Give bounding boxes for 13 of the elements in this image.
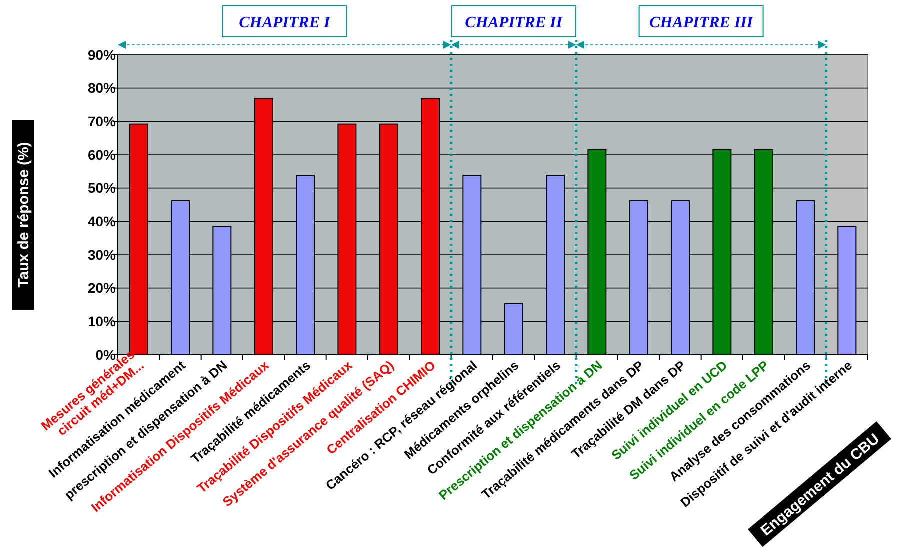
band-label: CHAPITRE I <box>239 14 332 32</box>
y-tick-label: 80% <box>88 80 117 96</box>
y-tick-label: 50% <box>88 180 117 196</box>
y-tick-label: 70% <box>88 114 117 130</box>
y-tick-label: 10% <box>88 314 117 330</box>
y-tick-label: 40% <box>88 214 117 230</box>
band-label: CHAPITRE II <box>465 14 564 32</box>
y-tick-label: 60% <box>88 146 117 163</box>
y-tick-label: 90% <box>88 46 117 63</box>
y-axis-title: Taux de réponse (%) <box>16 142 32 288</box>
y-tick-label: 30% <box>88 246 117 263</box>
band-label: CHAPITRE III <box>650 14 754 32</box>
y-tick-label: 20% <box>88 280 117 296</box>
